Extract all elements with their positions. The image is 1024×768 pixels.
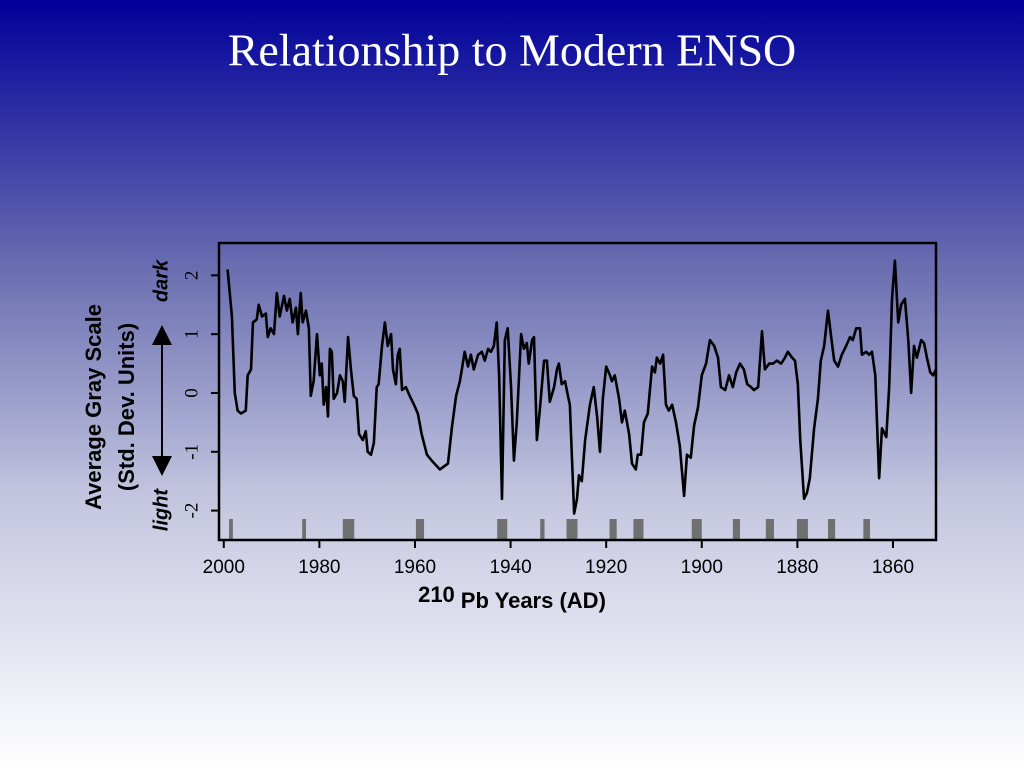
enso-event	[732, 519, 741, 540]
enso-event	[415, 519, 425, 540]
x-tick-label: 1960	[394, 557, 436, 578]
plot: -2 -1 0 1 2 2000 1980 1960 1940 1920 1900 1880 1860	[181, 259, 938, 578]
enso-event	[566, 519, 578, 540]
enso-event	[863, 519, 871, 540]
x-tick-label: 1920	[585, 557, 627, 578]
dark-note: dark	[150, 259, 172, 302]
y-tick-label: 1	[181, 329, 202, 339]
y-tick-label: -2	[181, 503, 202, 519]
y-tick-label: 0	[181, 388, 202, 398]
y-axis-label: Average Gray Scale	[81, 304, 106, 510]
x-axis-label: 210 Pb Years (AD)	[418, 582, 606, 613]
enso-event	[229, 519, 233, 540]
y-tick-label: -1	[181, 444, 202, 460]
enso-event	[540, 519, 545, 540]
y-tick-label: 2	[181, 271, 202, 281]
x-tick-label: 2000	[203, 557, 245, 578]
x-tick-label: 1860	[872, 557, 914, 578]
plot-frame	[217, 241, 938, 542]
superscript: 210	[418, 582, 455, 607]
x-tick-label: 1940	[489, 557, 531, 578]
light-note: light	[150, 488, 172, 532]
enso-event	[827, 519, 836, 540]
enso-event	[691, 519, 702, 540]
enso-event	[633, 519, 644, 540]
x-tick-label: 1880	[776, 557, 818, 578]
enso-event	[342, 519, 355, 540]
x-label-text: Pb Years (AD)	[461, 588, 606, 613]
enso-event	[796, 519, 808, 540]
y-axis-label: (Std. Dev. Units)	[114, 323, 139, 491]
data-line	[226, 259, 938, 515]
x-tick-label: 1980	[298, 557, 340, 578]
enso-event	[609, 519, 617, 540]
slide-title: Relationship to Modern ENSO	[228, 25, 797, 76]
enso-event	[765, 519, 774, 540]
enso-event	[497, 519, 508, 540]
enso-event	[302, 519, 306, 540]
x-tick-label: 1900	[681, 557, 723, 578]
